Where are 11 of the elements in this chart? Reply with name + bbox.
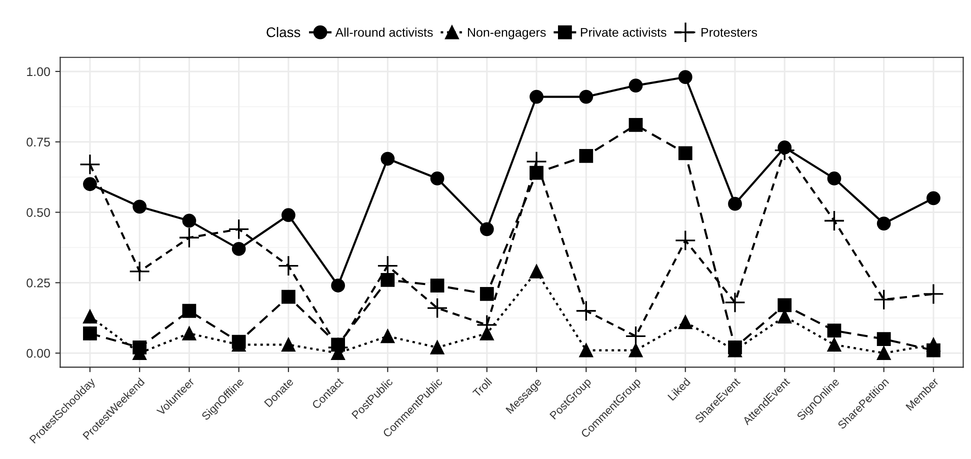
legend-label: Private activists [580,28,666,37]
y-tick-label: 0.25 [26,278,50,288]
legend-label: Non-engagers [468,28,546,40]
y-tick-label: 1.00 [27,67,50,76]
x-tick-label: Troll [472,377,492,398]
legend-label: Protesters [702,28,758,37]
legend-label: All-round activists [335,28,433,37]
y-tick-label: 0.00 [26,348,50,358]
y-tick-label: 0.50 [26,208,50,217]
legend-title: Class [266,26,300,38]
y-tick-label: 0.75 [26,138,50,147]
